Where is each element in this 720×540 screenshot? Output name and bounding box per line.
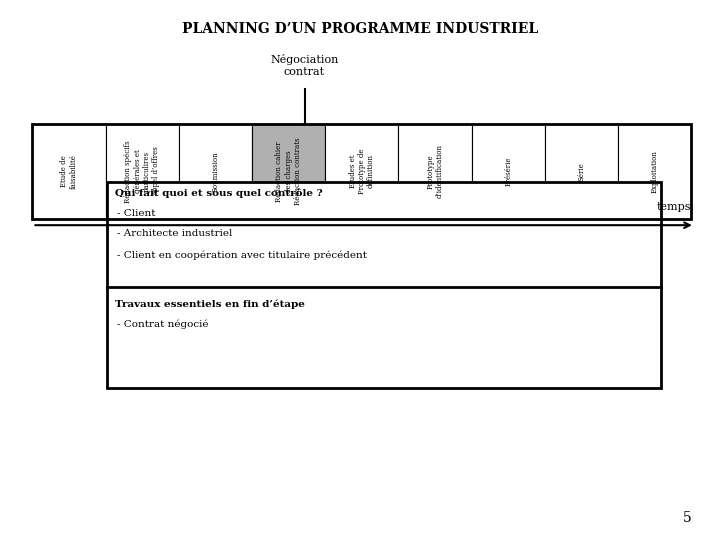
Text: Qui fait quoi et sous quel contrôle ?: Qui fait quoi et sous quel contrôle ? <box>115 188 323 198</box>
Bar <box>179 124 252 219</box>
Text: - Architecte industriel: - Architecte industriel <box>117 230 233 239</box>
Text: Soumission: Soumission <box>212 151 220 192</box>
Bar <box>106 124 179 219</box>
Bar <box>618 124 691 219</box>
Text: - Client: - Client <box>117 209 156 218</box>
Text: Travaux essentiels en fin d’étape: Travaux essentiels en fin d’étape <box>115 300 305 309</box>
Bar <box>32 124 691 219</box>
Bar <box>107 182 661 388</box>
Text: Etude de
faisabilité: Etude de faisabilité <box>60 154 78 189</box>
Bar <box>545 124 618 219</box>
Bar <box>252 124 325 219</box>
Text: 5: 5 <box>683 511 691 525</box>
Text: - Contrat négocié: - Contrat négocié <box>117 319 209 329</box>
Text: temps: temps <box>657 201 691 212</box>
Text: PLANNING D’UN PROGRAMME INDUSTRIEL: PLANNING D’UN PROGRAMME INDUSTRIEL <box>182 22 538 36</box>
Text: Négociation
contrat: Négociation contrat <box>271 54 338 77</box>
Bar <box>325 124 398 219</box>
Text: Rédaction cahier
des charges
Rédaction contrats: Rédaction cahier des charges Rédaction c… <box>275 138 302 205</box>
Bar <box>398 124 472 219</box>
Bar <box>472 124 545 219</box>
Text: Rédaction spécifs
générales et
particulires
Appel d’offres: Rédaction spécifs générales et particuli… <box>125 140 160 202</box>
Text: Exploitation: Exploitation <box>651 150 659 193</box>
Text: Etudes et
Prototype de
définition: Etudes et Prototype de définition <box>348 148 375 194</box>
Bar <box>32 124 106 219</box>
Text: Présérie: Présérie <box>504 157 512 186</box>
Text: Série: Série <box>577 162 585 181</box>
Text: Prototype
d’identification: Prototype d’identification <box>426 144 444 198</box>
Text: - Client en coopération avec titulaire précédent: - Client en coopération avec titulaire p… <box>117 250 367 260</box>
